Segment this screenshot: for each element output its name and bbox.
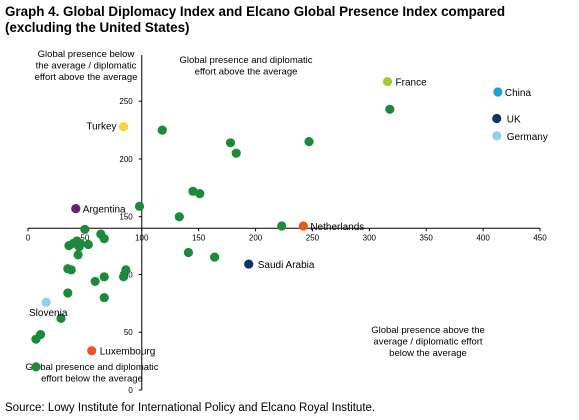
data-point-germany (492, 131, 502, 141)
y-tick-label: 250 (119, 97, 133, 106)
quadrant-labels: Global presence below the average / diplo… (25, 49, 484, 385)
data-point (118, 272, 129, 282)
y-tick-label: 50 (124, 328, 133, 337)
data-point (225, 138, 236, 148)
point-label-france: France (396, 78, 428, 89)
quadrant-label-line: Global presence and diplomatic (179, 55, 312, 66)
data-point (83, 239, 93, 250)
data-point (99, 292, 109, 303)
point-label-turkey: Turkey (86, 122, 116, 133)
point-labels: France China UK Germany Turkey Argentina Nethe… (29, 78, 548, 358)
data-point (64, 241, 74, 251)
data-point (74, 242, 84, 252)
data-point (31, 362, 41, 372)
data-point (157, 125, 167, 135)
data-point (73, 250, 83, 260)
quadrant-label-bottom-right: Global presence above the average / diplo… (371, 325, 485, 359)
data-point (174, 212, 184, 222)
point-label-saudi-arabia: Saudi Arabia (258, 260, 315, 271)
data-point-argentina (71, 204, 81, 214)
data-point (99, 234, 109, 244)
chart-title-line-1: Graph 4. Global Diplomacy Index and Elca… (5, 4, 506, 19)
x-tick-label: 350 (420, 233, 434, 242)
data-point (231, 148, 241, 158)
quadrant-label-line: effort below the average (41, 374, 143, 385)
x-tick-label: 400 (476, 233, 490, 242)
point-label-germany: Germany (507, 132, 548, 143)
point-label-china: China (505, 88, 532, 99)
data-point (90, 276, 100, 287)
data-point (66, 265, 76, 275)
data-points (31, 76, 503, 372)
data-point (56, 313, 66, 323)
data-point (277, 221, 287, 231)
quadrant-label-line: effort above the average (195, 67, 298, 78)
data-point (195, 189, 205, 199)
data-point (99, 272, 109, 282)
data-point-uk (492, 113, 502, 124)
data-point-turkey (118, 122, 129, 132)
quadrant-label-line: effort above the average (35, 72, 138, 83)
x-tick-label: 50 (80, 233, 89, 242)
data-point-slovenia (41, 297, 51, 307)
x-tick-label: 200 (249, 233, 263, 242)
data-point (385, 104, 395, 114)
y-tick-label: 200 (119, 155, 133, 164)
point-label-uk: UK (507, 115, 521, 126)
data-point (80, 224, 90, 235)
y-tick-label: 0 (128, 386, 133, 395)
source-note: Source: Lowy Institute for International… (5, 402, 376, 414)
quadrant-label-line: average / diplomatic effort (373, 337, 482, 348)
data-point (304, 137, 314, 147)
quadrant-label-line: the average / diplomatic (36, 61, 137, 72)
data-point (121, 265, 131, 275)
data-point-netherlands (298, 221, 308, 231)
quadrant-label-line: below the average (389, 348, 467, 359)
quadrant-label-line: Global presence above the (371, 325, 485, 336)
data-point-saudi-arabia (244, 259, 254, 269)
y-tick-label: 150 (119, 213, 133, 222)
data-point-france (382, 76, 393, 87)
data-point (183, 247, 194, 258)
x-tick-label: 0 (26, 233, 31, 242)
point-label-slovenia: Slovenia (29, 308, 68, 319)
quadrant-label-bottom-left: Global presence and diplomatic effort bel… (25, 362, 158, 385)
data-point (134, 201, 145, 211)
data-point-luxembourg (87, 346, 97, 356)
quadrant-label-line: Global presence and diplomatic (25, 362, 158, 373)
chart-title: Graph 4. Global Diplomacy Index and Elca… (5, 4, 565, 36)
data-point (31, 334, 41, 344)
quadrant-label-line: Global presence below (38, 49, 135, 60)
x-tick-label: 450 (533, 233, 547, 242)
quadrant-label-top-right: Global presence and diplomatic effort abo… (179, 55, 312, 78)
x-tick-label: 100 (135, 233, 149, 242)
point-label-luxembourg: Luxembourg (100, 347, 156, 358)
point-label-argentina: Argentina (83, 205, 126, 216)
x-tick-label: 300 (363, 233, 377, 242)
x-tick-label: 250 (306, 233, 320, 242)
x-tick-label: 150 (192, 233, 206, 242)
data-point (209, 252, 220, 262)
data-point-china (493, 87, 503, 97)
data-point (63, 288, 73, 298)
quadrant-label-top-left: Global presence below the average / diplo… (35, 49, 138, 83)
chart-title-line-2: (excluding the United States) (5, 20, 190, 35)
point-label-netherlands: Netherlands (310, 222, 364, 233)
